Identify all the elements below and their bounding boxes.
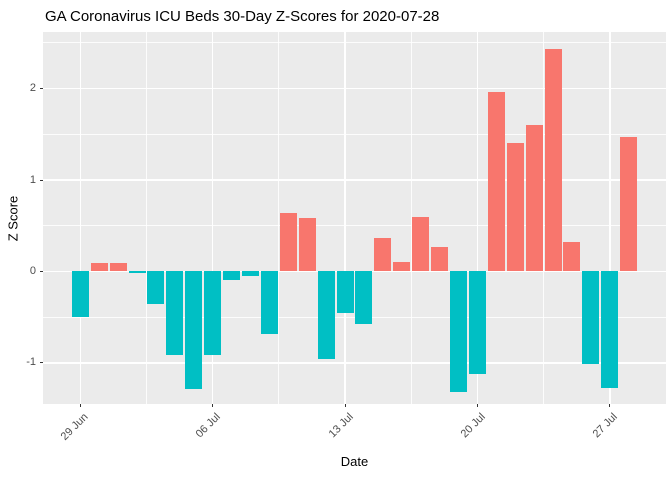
y-tick-label: 2 (29, 82, 36, 95)
bar-22-jul (506, 142, 524, 272)
bar-11-jul (298, 217, 316, 272)
x-tick-label: 13 Jul (326, 411, 356, 441)
bar-27-jul (601, 271, 619, 389)
major-gridline-v (211, 32, 214, 404)
x-tick-label: 20 Jul (458, 411, 488, 441)
bar-08-jul (241, 271, 259, 277)
minor-gridline-v (278, 32, 280, 404)
y-tick-mark (40, 362, 43, 364)
bar-13-jul (336, 271, 354, 313)
bar-03-jul (147, 271, 165, 305)
bar-15-jul (374, 237, 392, 272)
bar-19-jul (450, 271, 467, 393)
major-gridline-v (79, 32, 82, 404)
minor-gridline-v (543, 32, 545, 404)
major-gridline-v (344, 32, 346, 404)
bar-06-jul (204, 271, 222, 355)
y-tick-label: 0 (29, 264, 36, 277)
bar-17-jul (412, 216, 430, 272)
bar-23-jul (525, 125, 543, 272)
bar-30-jun (90, 263, 108, 272)
major-gridline-v (609, 32, 611, 404)
x-tick-mark (212, 404, 214, 407)
minor-gridline-h (43, 225, 666, 227)
x-axis-title: Date (340, 454, 369, 469)
y-tick-mark (40, 88, 43, 90)
major-gridline-v (476, 32, 479, 404)
minor-gridline-v (410, 32, 412, 404)
bar-02-jul (128, 271, 146, 274)
plot-panel (43, 32, 666, 404)
minor-gridline-h (43, 42, 666, 44)
bar-09-jul (260, 271, 278, 334)
bar-21-jul (487, 92, 505, 272)
x-tick-mark (79, 404, 81, 407)
major-gridline-h (43, 270, 666, 273)
bar-26-jul (582, 271, 600, 364)
bar-16-jul (393, 262, 411, 272)
x-tick-label: 29 Jun (58, 411, 91, 443)
major-gridline-h (43, 87, 666, 90)
bar-12-jul (317, 271, 335, 360)
x-tick-label: 06 Jul (193, 411, 224, 441)
x-tick-mark (344, 404, 346, 407)
bar-29-jun (71, 271, 89, 318)
bar-04-jul (166, 271, 184, 355)
major-gridline-h (43, 362, 666, 364)
x-tick-label: 27 Jul (591, 411, 621, 441)
minor-gridline-h (43, 133, 666, 135)
bar-14-jul (355, 271, 373, 325)
bar-18-jul (431, 246, 449, 272)
minor-gridline-v (145, 32, 147, 404)
y-tick-mark (40, 270, 43, 272)
major-gridline-h (43, 179, 666, 181)
bar-10-jul (279, 212, 297, 272)
bar-07-jul (223, 271, 241, 280)
y-axis-title: Z Score (5, 195, 21, 242)
chart-title: GA Coronavirus ICU Beds 30-Day Z-Scores … (45, 8, 440, 25)
bar-20-jul (468, 271, 486, 374)
bar-01-jul (109, 263, 127, 272)
x-tick-mark (609, 404, 611, 407)
y-tick-mark (40, 179, 43, 181)
y-tick-label: 1 (29, 173, 36, 186)
bar-28-jul (620, 137, 638, 272)
y-tick-label: -1 (26, 356, 36, 369)
bar-24-jul (544, 49, 562, 272)
x-tick-mark (476, 404, 478, 407)
bar-05-jul (185, 271, 203, 390)
minor-gridline-h (43, 316, 666, 318)
bar-25-jul (563, 242, 581, 272)
